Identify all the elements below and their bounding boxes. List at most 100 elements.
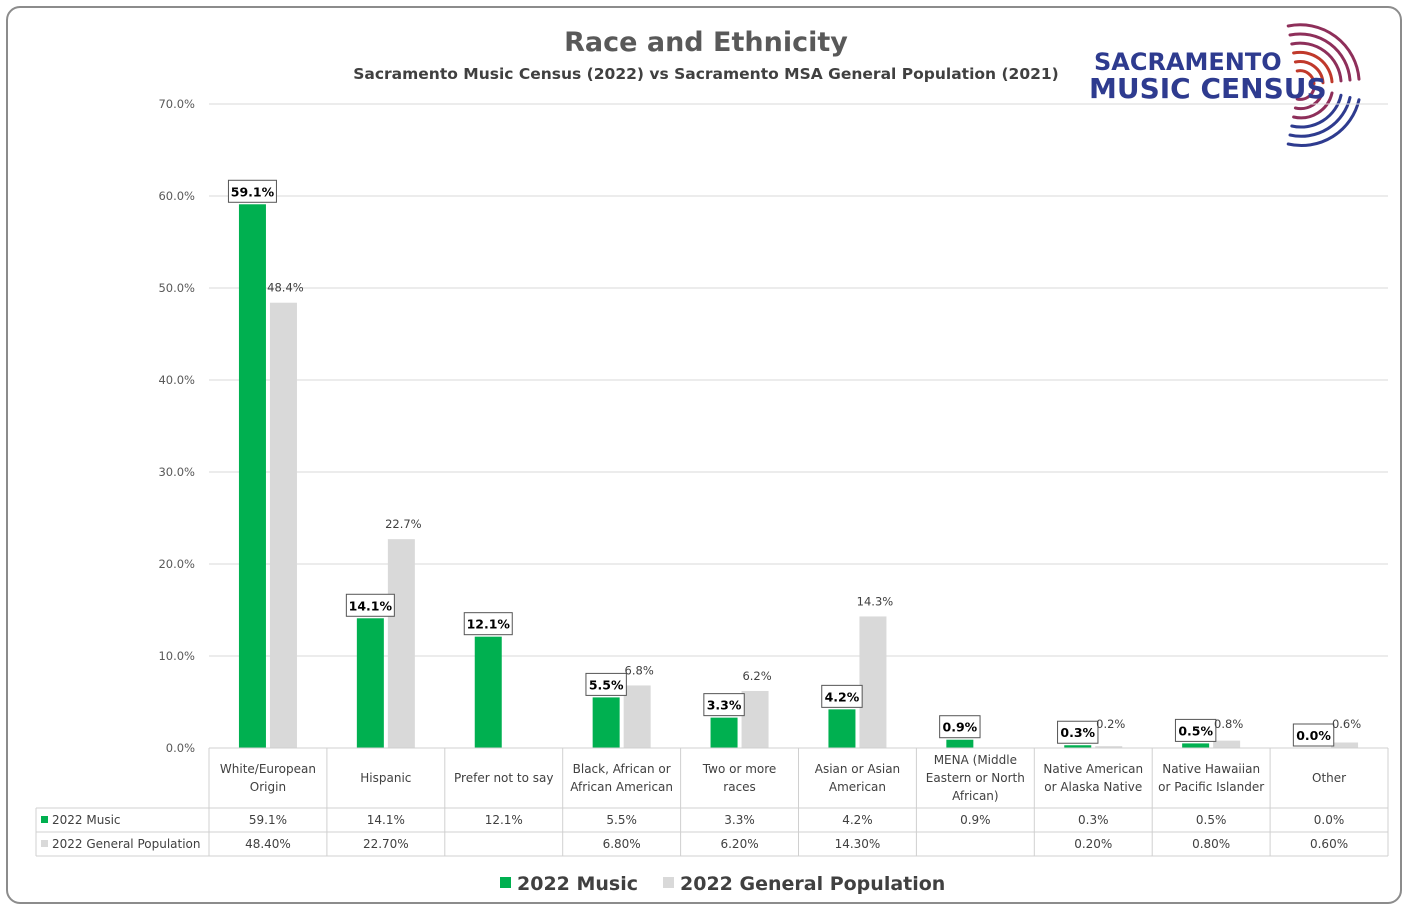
data-label-2022-general-population: 0.6%	[1332, 717, 1361, 731]
logo-wave	[1292, 91, 1334, 120]
logo-wave	[1290, 41, 1343, 83]
data-label-2022-music: 0.9%	[943, 720, 978, 735]
logo-wave	[1293, 60, 1325, 85]
data-label-2022-music: 12.1%	[467, 617, 511, 632]
data-table: White/European Origin Hispanic Prefer not t…	[35, 747, 1389, 857]
data-label-2022-general-population: 14.3%	[857, 594, 894, 608]
x-category-line: races	[723, 780, 756, 794]
table-cell: 5.5%	[606, 813, 637, 827]
y-tick-label: 30.0%	[158, 465, 195, 479]
data-label-box	[345, 593, 395, 617]
data-label-2022-music: 59.1%	[231, 184, 275, 199]
x-category-line: Asian or Asian	[815, 762, 900, 776]
table-cell: 59.1%	[249, 813, 287, 827]
x-category-line: or Alaska Native	[1044, 780, 1142, 794]
data-label-box	[1174, 718, 1217, 742]
x-category-line: Native Hawaiian	[1162, 762, 1260, 776]
table-cell: 22.70%	[363, 837, 409, 851]
table-cell: 0.5%	[1196, 813, 1227, 827]
data-label-2022-music: 3.3%	[707, 698, 742, 713]
bar-2022-general-population	[741, 690, 769, 748]
x-category-label: Prefer not to say	[454, 771, 553, 785]
x-category-label: Black, African or African American	[570, 762, 673, 794]
x-category-label: Native American or Alaska Native	[1043, 762, 1143, 794]
chart-subtitle: Sacramento Music Census (2022) vs Sacram…	[353, 65, 1059, 83]
x-category-line: White/European	[220, 762, 316, 776]
data-label-box	[463, 612, 513, 636]
table-row-header: 2022 Music	[52, 813, 121, 827]
x-category-line: Native American	[1043, 762, 1143, 776]
legend-label-2022-music: 2022 Music	[517, 873, 638, 895]
bar-2022-general-population	[1095, 746, 1123, 748]
y-tick-label: 40.0%	[158, 373, 195, 387]
bar-2022-music	[946, 739, 974, 748]
data-label-box	[227, 179, 277, 203]
x-category-line: American	[829, 780, 886, 794]
table-legend-key	[41, 840, 48, 847]
data-label-2022-music: 0.5%	[1178, 723, 1213, 738]
table-cell: 4.2%	[842, 813, 873, 827]
x-category-line: Black, African or	[573, 762, 671, 776]
table-cell: 0.3%	[1078, 813, 1109, 827]
bar-2022-general-population	[1213, 740, 1241, 748]
y-tick-label: 60.0%	[158, 189, 195, 203]
legend-label-2022-general-population: 2022 General Population	[680, 873, 945, 895]
data-label-2022-general-population: 0.2%	[1096, 717, 1125, 731]
y-tick-label: 10.0%	[158, 649, 195, 663]
data-label-2022-music: 14.1%	[349, 598, 393, 613]
x-category-line: Origin	[250, 780, 286, 794]
bar-2022-music	[1182, 743, 1210, 748]
data-label-box	[1292, 723, 1335, 747]
data-label-2022-general-population: 48.4%	[267, 281, 304, 295]
logo-wave	[1292, 50, 1334, 84]
logo-line2: MUSIC CENSUS	[1089, 72, 1327, 105]
data-labels: 59.1% 48.4% 14.1% 22.7% 12.1% 5.5%6.8% 3.3% 6.2…	[227, 179, 1361, 747]
data-label-2022-general-population: 6.8%	[625, 663, 654, 677]
data-label-2022-music: 0.0%	[1296, 728, 1331, 743]
logo-wave	[1286, 23, 1361, 81]
x-category-line: MENA (Middle	[934, 753, 1017, 767]
bar-2022-music	[828, 709, 856, 748]
bar-2022-general-population	[623, 685, 651, 748]
table-cell: 0.0%	[1314, 813, 1345, 827]
x-category-line: Other	[1312, 771, 1346, 785]
bar-2022-general-population	[859, 616, 887, 748]
data-label-2022-music: 0.3%	[1060, 725, 1095, 740]
y-axis-ticks: 0.0% 10.0% 20.0% 30.0% 40.0% 50.0% 60.0% 70.0%	[158, 97, 195, 755]
y-tick-label: 50.0%	[158, 281, 195, 295]
data-label-2022-general-population: 6.2%	[742, 669, 771, 683]
logo-wave	[1295, 69, 1316, 86]
x-category-label: White/European Origin	[220, 762, 316, 794]
x-category-line: African American	[570, 780, 673, 794]
table-cell: 0.20%	[1074, 837, 1112, 851]
legend-key-2022-music	[500, 877, 511, 888]
x-category-label: Two or more races	[702, 762, 777, 794]
bar-2022-music	[710, 717, 738, 748]
x-category-line: African)	[952, 789, 999, 803]
table-cell: 14.30%	[835, 837, 881, 851]
x-category-line: Two or more	[702, 762, 777, 776]
y-tick-label: 0.0%	[166, 741, 195, 755]
data-label-box	[703, 693, 745, 717]
logo-wave	[1288, 96, 1352, 138]
x-category-label: Native Hawaiian or Pacific Islander	[1158, 762, 1264, 794]
logo-wave	[1295, 87, 1316, 101]
data-label-box	[821, 684, 863, 708]
data-label-box	[939, 715, 981, 739]
bar-2022-music	[1064, 745, 1092, 748]
table-legend-key	[41, 816, 48, 823]
y-gridlines	[209, 103, 1388, 749]
legend: 2022 Music 2022 General Population	[500, 873, 945, 895]
data-label-box	[585, 672, 627, 696]
x-category-label: Asian or Asian American	[815, 762, 900, 794]
y-tick-label: 70.0%	[158, 97, 195, 111]
x-category-label: Hispanic	[360, 771, 411, 785]
table-cell: 0.9%	[960, 813, 991, 827]
table-cell: 0.60%	[1310, 837, 1348, 851]
table-cell: 12.1%	[485, 813, 523, 827]
logo-wave	[1286, 98, 1361, 148]
data-label-2022-music: 4.2%	[825, 689, 860, 704]
table-cell: 3.3%	[724, 813, 755, 827]
table-cell: 6.80%	[603, 837, 641, 851]
bar-2022-music	[238, 204, 266, 748]
